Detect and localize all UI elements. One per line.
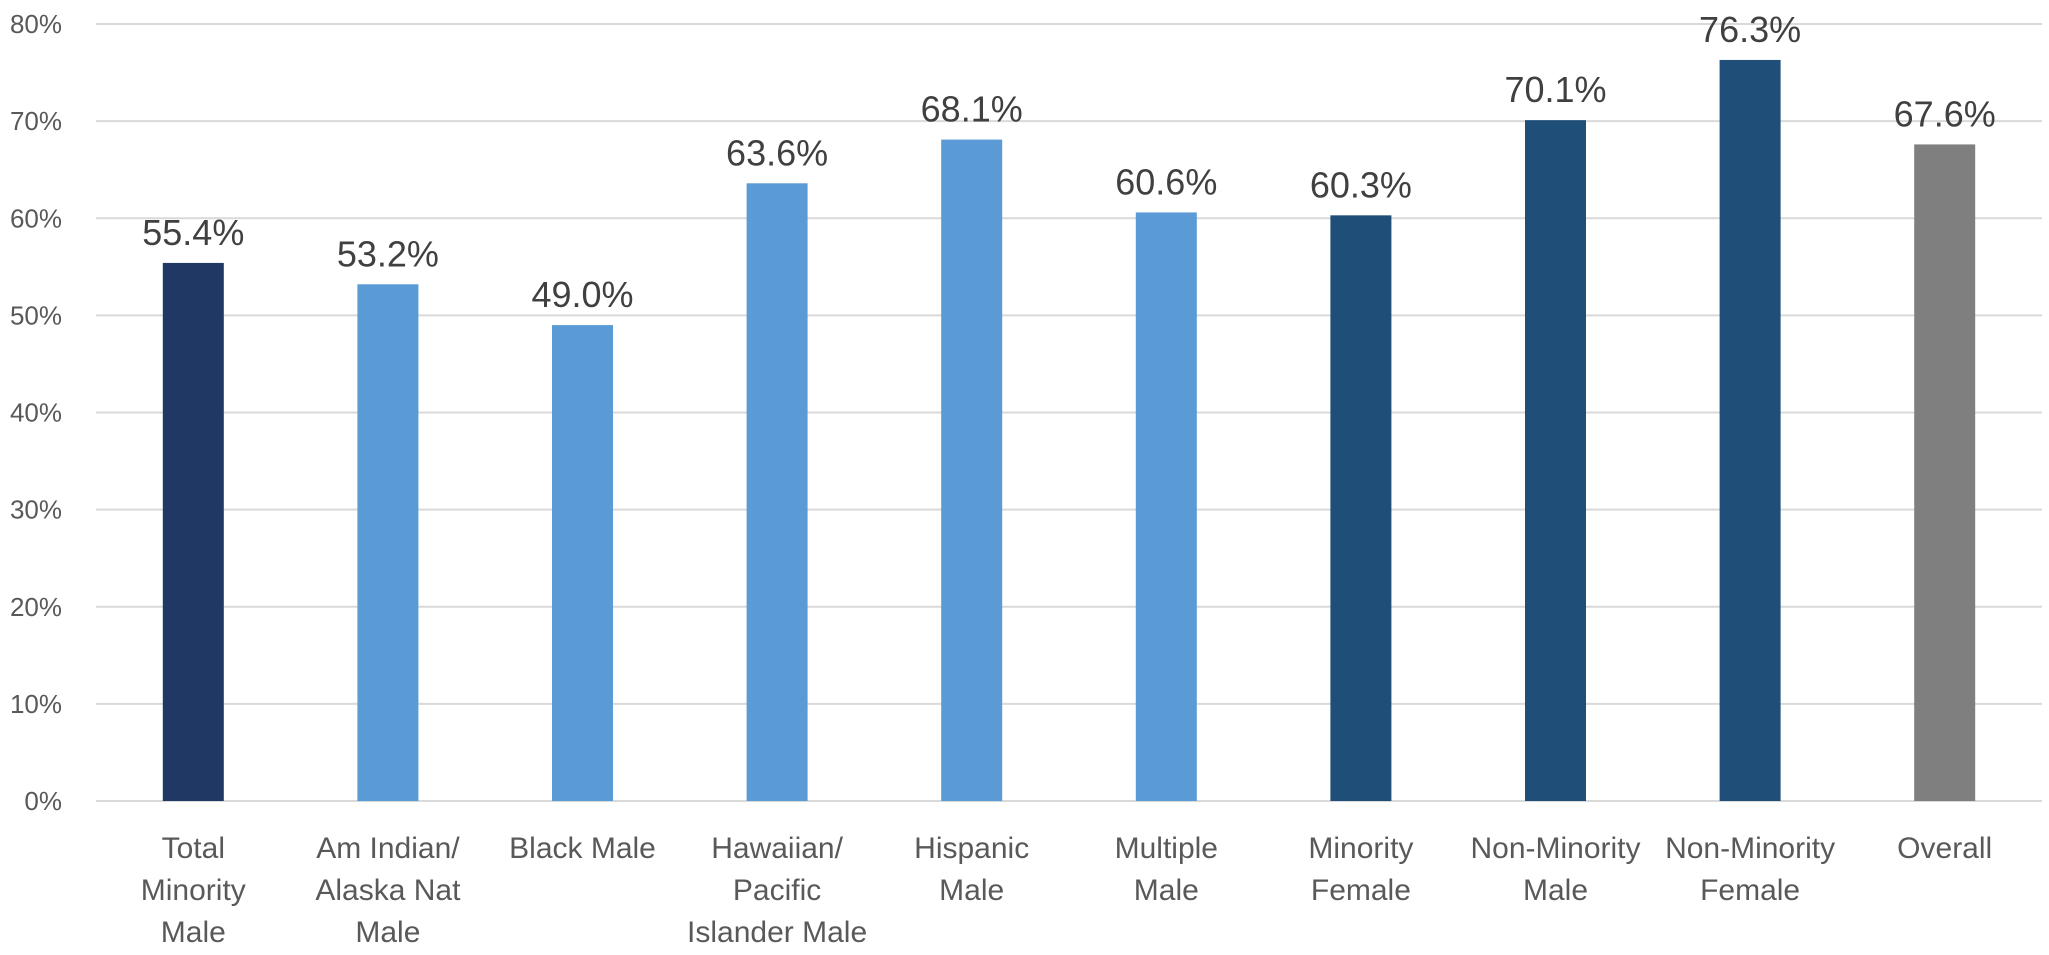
gridlines [96, 23, 2042, 802]
x-tick-label-line: Alaska Nat [315, 874, 461, 907]
x-tick-label-line: Non-Minority [1665, 832, 1835, 865]
bar [552, 325, 613, 801]
y-tick-label: 70% [10, 106, 62, 136]
bar [1719, 59, 1781, 801]
x-tick-label-line: Overall [1897, 832, 1992, 865]
bar [357, 284, 419, 801]
x-tick-label-line: Male [939, 874, 1004, 907]
x-tick-label-line: Male [1523, 874, 1588, 907]
x-tick-label-line: Male [1134, 874, 1199, 907]
data-label: 67.6% [1894, 93, 1996, 134]
bar [1914, 144, 1976, 801]
data-label: 49.0% [531, 274, 633, 315]
x-tick-label: Hawaiian/Pacific Islander Male [687, 832, 867, 949]
data-label: 70.1% [1504, 69, 1606, 110]
x-tick-label-line: Male [355, 916, 420, 949]
bar [941, 139, 1003, 802]
x-tick-label-line: Minority [1308, 832, 1413, 865]
y-tick-label: 80% [10, 9, 62, 39]
data-label: 63.6% [726, 132, 828, 173]
y-tick-label: 0% [24, 786, 62, 816]
y-tick-label: 30% [10, 495, 62, 525]
y-tick-label: 20% [10, 592, 62, 622]
bar [1525, 120, 1586, 801]
bar [1135, 212, 1197, 802]
x-tick-label-line: Am Indian/ [316, 832, 460, 865]
y-tick-label: 60% [10, 203, 62, 233]
x-tick-label: Black Male [509, 832, 656, 865]
y-tick-label: 50% [10, 300, 62, 330]
bar [162, 262, 224, 801]
x-tick-label: Hispanic Male [914, 832, 1029, 907]
x-tick-label-line: Female [1311, 874, 1411, 907]
x-tick-label-line: Islander Male [687, 916, 867, 949]
x-tick-label: Non-Minority Female [1665, 832, 1835, 907]
x-tick-label: Total Minority Male [141, 832, 246, 949]
data-labels: 55.4% 53.2% 49.0% 63.6% 68.1% 60.6% 60.3% 70.1%… [142, 9, 1995, 315]
x-tick-label: Am Indian/Alaska Nat Male [315, 832, 461, 949]
x-tick-label: Multiple Male [1115, 832, 1218, 907]
x-tick-label-line: Total [162, 832, 225, 865]
y-tick-label: 40% [10, 398, 62, 428]
x-tick-label-line: Hispanic [914, 832, 1029, 865]
bar [746, 183, 808, 801]
x-tick-label: Minority Female [1308, 832, 1413, 907]
x-tick-label-line: Minority [141, 874, 246, 907]
x-tick-label-line: Hawaiian/ [711, 832, 843, 865]
x-tick-label-line: Non-Minority [1470, 832, 1640, 865]
x-tick-label-line: Pacific [733, 874, 821, 907]
x-tick-label: Non-Minority Male [1470, 832, 1640, 907]
x-tick-label-line: Female [1700, 874, 1800, 907]
x-tick-label-line: Male [161, 916, 226, 949]
bars [162, 59, 1976, 802]
y-tick-label: 10% [10, 689, 62, 719]
data-label: 53.2% [337, 233, 439, 274]
bar [1330, 215, 1392, 801]
y-axis-ticks: 0% 10% 20% 30% 40% 50% 60% 70% 80% [10, 9, 62, 816]
data-label: 60.6% [1115, 161, 1217, 202]
x-tick-label-line: Multiple [1115, 832, 1218, 865]
x-tick-label: Overall [1897, 832, 1992, 865]
x-tick-label-line: Black Male [509, 832, 656, 865]
data-label: 68.1% [921, 89, 1023, 130]
data-label: 60.3% [1310, 164, 1412, 205]
data-label: 76.3% [1699, 9, 1801, 50]
x-axis-ticks: Total Minority Male Am Indian/Alaska Nat Mal… [141, 832, 1992, 949]
data-label: 55.4% [142, 212, 244, 253]
